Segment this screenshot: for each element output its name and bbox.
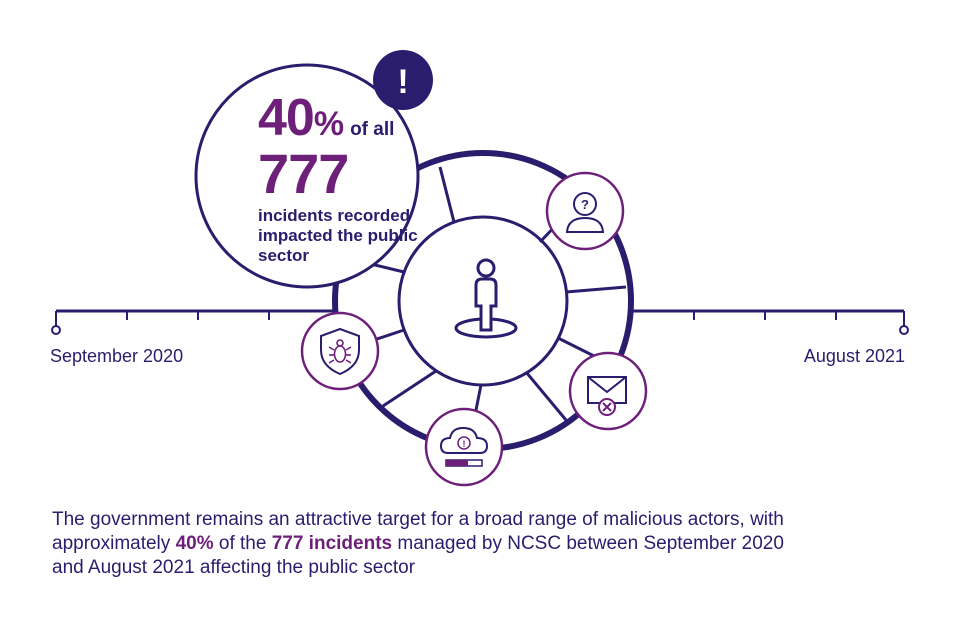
shield-bug-icon	[300, 311, 380, 391]
incident-count: 777	[258, 142, 349, 205]
percent-sign: %	[313, 105, 345, 143]
person-icon	[454, 258, 518, 339]
callout-bubble	[194, 63, 420, 289]
caption-part3: managed by NCSC between September 2020 a…	[52, 533, 784, 578]
callout-description: incidents recorded impacted the public s…	[258, 206, 418, 265]
percent-row: 40% of all	[258, 92, 448, 144]
caption-highlight-incidents: 777 incidents	[271, 533, 393, 554]
timeline-start-dot	[51, 325, 61, 335]
cloud-alert-icon: !	[424, 407, 504, 487]
caption-part2: of the	[213, 533, 272, 554]
alert-badge: !	[373, 50, 433, 110]
user-question-icon: ?	[545, 171, 625, 251]
question-mark-icon: ?	[581, 197, 589, 212]
of-all-label: of all	[350, 119, 395, 140]
caption: The government remains an attractive tar…	[52, 508, 812, 580]
timeline-end-label: August 2021	[803, 346, 905, 366]
caption-part1: The government remains an attractive tar…	[52, 509, 784, 554]
timeline-start-label: September 2020	[50, 346, 184, 366]
alert-icon: !	[397, 63, 408, 101]
caption-highlight-percent: 40%	[175, 533, 214, 554]
percent-value: 40	[258, 89, 315, 147]
svg-text:!: !	[463, 439, 466, 449]
email-error-icon	[568, 351, 648, 431]
timeline-end-dot	[899, 325, 909, 335]
callout-text: 40% of all 777 incidents recorded impacte…	[258, 92, 448, 266]
